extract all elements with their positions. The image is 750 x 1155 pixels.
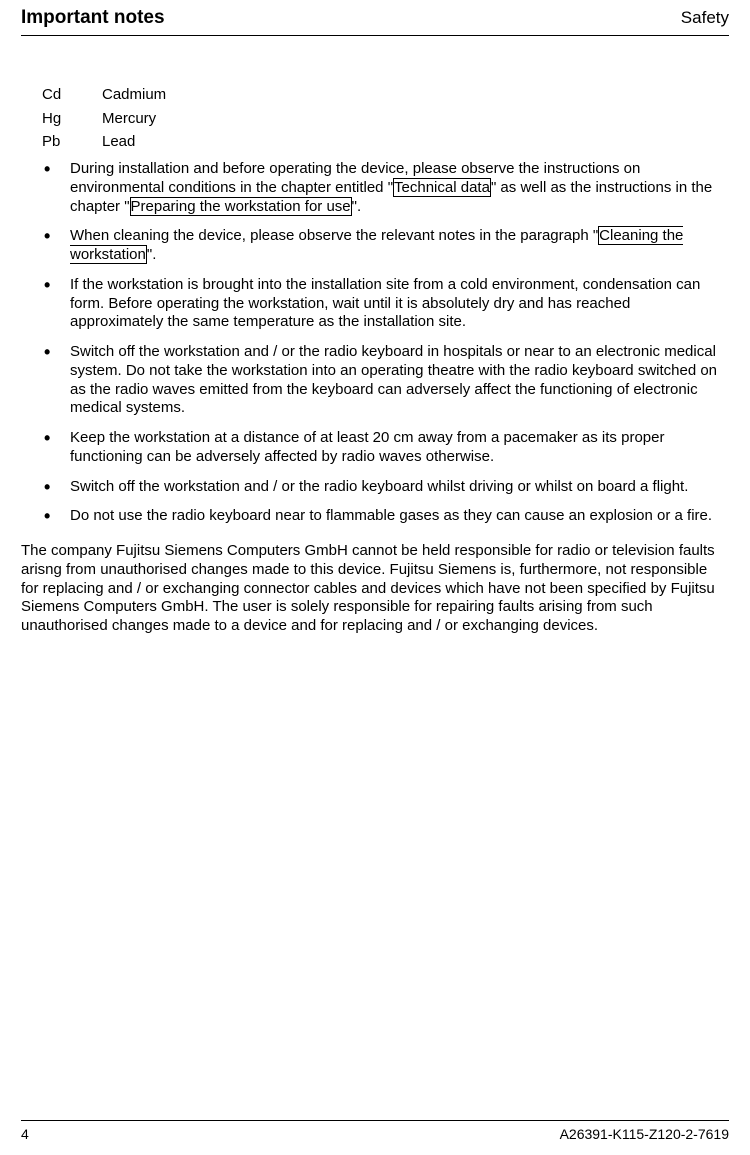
page-footer: 4 A26391-K115-Z120-2-7619 xyxy=(21,1120,729,1144)
link-technical-data[interactable]: Technical data xyxy=(393,178,491,197)
paragraph-disclaimer: The company Fujitsu Siemens Computers Gm… xyxy=(21,542,729,636)
link-preparing-workstation[interactable]: Preparing the workstation for use xyxy=(130,197,352,216)
header-title: Important notes xyxy=(21,6,165,30)
bullet-list: During installation and before operating… xyxy=(42,160,727,526)
list-item: If the workstation is brought into the i… xyxy=(42,276,727,332)
definition-value: Lead xyxy=(102,133,135,152)
definition-list: Cd Cadmium Hg Mercury Pb Lead xyxy=(42,86,727,152)
definition-key: Pb xyxy=(42,133,102,152)
page-number: 4 xyxy=(21,1126,29,1144)
definition-row: Pb Lead xyxy=(42,133,727,152)
list-item: During installation and before operating… xyxy=(42,160,727,216)
definition-value: Cadmium xyxy=(102,86,166,105)
list-item: Switch off the workstation and / or the … xyxy=(42,343,727,418)
text-run: ". xyxy=(147,246,157,263)
text-run: When cleaning the device, please observe… xyxy=(70,227,598,244)
text-run: Do not use the radio keyboard near to fl… xyxy=(70,507,712,524)
text-run: ". xyxy=(352,198,362,215)
definition-row: Hg Mercury xyxy=(42,110,727,129)
text-run: Switch off the workstation and / or the … xyxy=(70,343,717,416)
page-header: Important notes Safety xyxy=(21,6,729,36)
definition-value: Mercury xyxy=(102,110,156,129)
list-item: Switch off the workstation and / or the … xyxy=(42,478,727,497)
list-item: Do not use the radio keyboard near to fl… xyxy=(42,507,727,526)
text-run: If the workstation is brought into the i… xyxy=(70,276,700,331)
text-run: Keep the workstation at a distance of at… xyxy=(70,429,664,465)
definition-key: Cd xyxy=(42,86,102,105)
header-section: Safety xyxy=(681,7,729,28)
definition-key: Hg xyxy=(42,110,102,129)
list-item: When cleaning the device, please observe… xyxy=(42,227,727,265)
page: Important notes Safety Cd Cadmium Hg Mer… xyxy=(0,0,750,1155)
text-run: Switch off the workstation and / or the … xyxy=(70,478,688,495)
list-item: Keep the workstation at a distance of at… xyxy=(42,429,727,467)
definition-row: Cd Cadmium xyxy=(42,86,727,105)
document-code: A26391-K115-Z120-2-7619 xyxy=(560,1126,729,1144)
content-area: Cd Cadmium Hg Mercury Pb Lead During ins… xyxy=(21,86,729,526)
